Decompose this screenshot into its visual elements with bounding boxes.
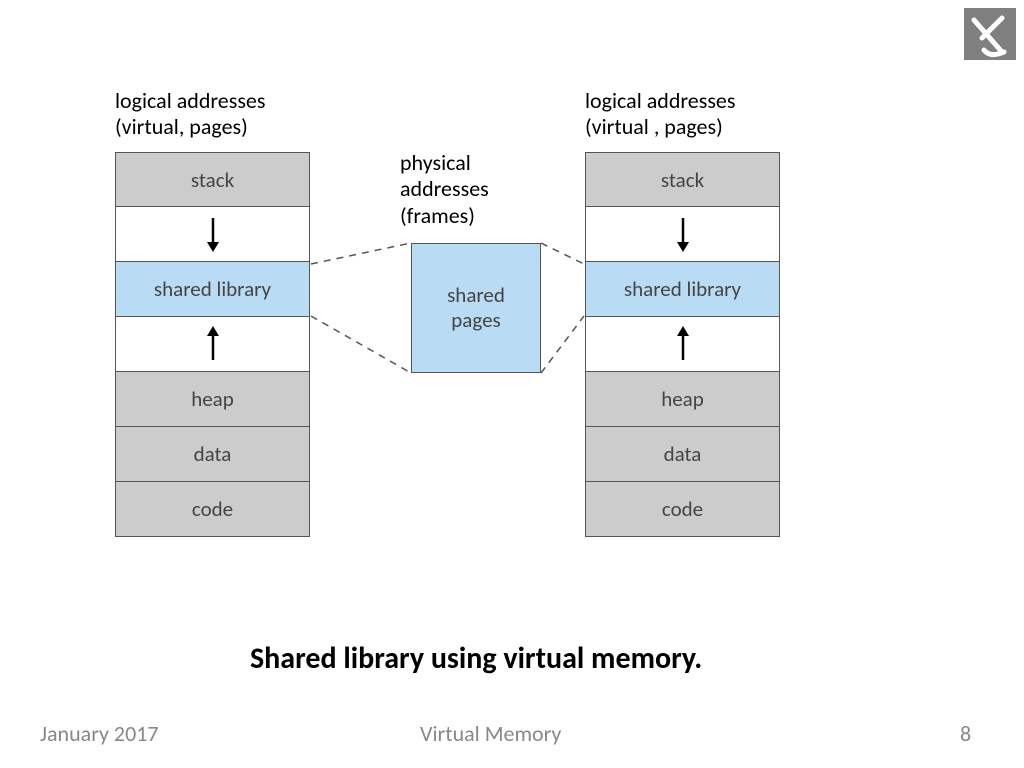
cell-arrow-up	[115, 317, 310, 372]
slide-title: Shared library using virtual memory.	[250, 640, 702, 677]
left-memory-column: stack shared library heap data code	[115, 152, 310, 537]
cell-arrow-up	[585, 317, 780, 372]
shared-pages-box: shared pages	[411, 243, 541, 373]
cell-stack: stack	[115, 152, 310, 207]
cell-arrow-down	[585, 207, 780, 262]
cell-data: data	[115, 427, 310, 482]
arrow-down-icon	[205, 214, 221, 254]
footer-topic: Virtual Memory	[420, 720, 561, 747]
left-column-label: logical addresses (virtual, pages)	[115, 88, 265, 141]
right-memory-column: stack shared library heap data code	[585, 152, 780, 537]
cell-data: data	[585, 427, 780, 482]
arrow-up-icon	[675, 324, 691, 364]
cell-arrow-down	[115, 207, 310, 262]
cell-shared-library: shared library	[115, 262, 310, 317]
cell-stack: stack	[585, 152, 780, 207]
center-label: physical addresses (frames)	[400, 150, 489, 229]
cell-code: code	[585, 482, 780, 537]
arrow-down-icon	[675, 214, 691, 254]
logo-icon	[964, 8, 1016, 60]
cell-heap: heap	[585, 372, 780, 427]
footer-date: January 2017	[40, 720, 159, 747]
right-column-label: logical addresses (virtual , pages)	[585, 88, 735, 141]
cell-shared-library: shared library	[585, 262, 780, 317]
cell-heap: heap	[115, 372, 310, 427]
arrow-up-icon	[205, 324, 221, 364]
footer-page-number: 8	[960, 720, 971, 747]
cell-code: code	[115, 482, 310, 537]
